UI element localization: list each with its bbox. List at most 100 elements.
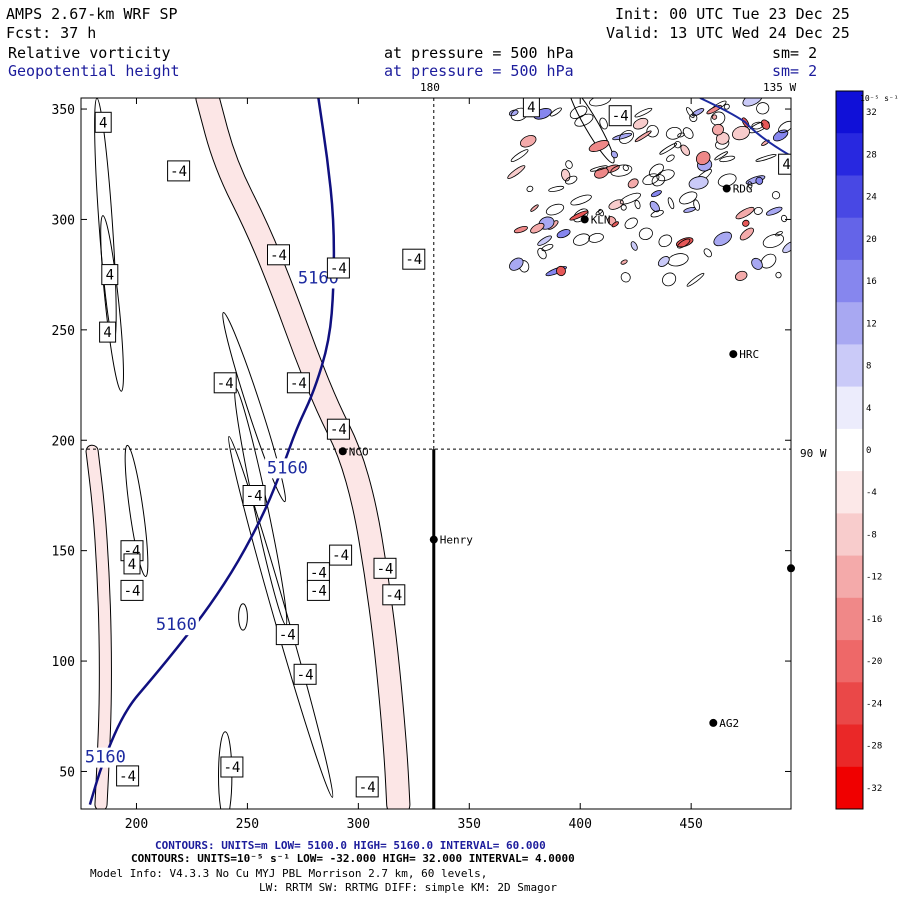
vort-label-box xyxy=(220,756,244,778)
valid-time: Valid: 13 UTC Wed 24 Dec 25 xyxy=(606,24,850,42)
noise-contour xyxy=(513,226,528,234)
noise-contour xyxy=(648,163,664,178)
noise-contour xyxy=(683,207,696,213)
noise-contour xyxy=(659,142,678,155)
noise-contour xyxy=(598,208,604,217)
colorbar-segment xyxy=(836,91,863,134)
model-title: AMPS 2.67-km WRF SP xyxy=(6,5,178,23)
colorbar-segment xyxy=(836,259,863,303)
noise-contour xyxy=(693,199,700,211)
noise-contour xyxy=(772,129,789,142)
height-label-bg xyxy=(264,458,310,479)
colorbar-label: -20 xyxy=(866,657,882,667)
colorbar-units: 10⁻⁵ s⁻¹ xyxy=(860,94,899,103)
colorbar-label: -32 xyxy=(866,784,882,794)
vort-label: -4 xyxy=(385,588,402,604)
noise-contour xyxy=(634,199,641,210)
noise-contour xyxy=(674,141,682,149)
noise-contour xyxy=(599,117,608,130)
noise-contour xyxy=(589,165,608,172)
noise-contour xyxy=(519,135,537,148)
noise-contour xyxy=(573,233,590,246)
vort-label: -4 xyxy=(279,628,296,644)
noise-contour xyxy=(775,231,783,237)
noise-contour xyxy=(751,121,764,130)
vort-label-box xyxy=(608,105,632,127)
colorbar-label: 24 xyxy=(866,193,877,203)
colorbar-segment xyxy=(836,682,863,725)
noise-contour xyxy=(530,222,545,234)
vort-band-fill xyxy=(86,445,111,809)
colorbar-label: -4 xyxy=(866,488,877,498)
noise-contour xyxy=(638,227,653,241)
noise-contour xyxy=(611,221,619,228)
vort-label-box xyxy=(329,544,353,566)
colorbar-segment xyxy=(836,640,863,683)
vort-label-box xyxy=(402,248,426,270)
noise-contour xyxy=(679,191,698,205)
vort-label: -4 xyxy=(612,109,629,125)
noise-contour xyxy=(755,154,777,162)
y-tick-label: 300 xyxy=(52,213,75,228)
noise-contour xyxy=(677,132,685,138)
colorbar-segment xyxy=(836,175,863,219)
noise-contour xyxy=(634,130,652,143)
x-tick-label: 450 xyxy=(679,817,702,832)
noise-contour xyxy=(742,219,750,227)
noise-contour xyxy=(548,185,565,192)
colorbar-segment xyxy=(836,133,863,176)
colorbar-segment xyxy=(836,302,863,345)
colorbar-label: 32 xyxy=(866,108,877,118)
noise-contour xyxy=(610,150,618,159)
noise-contour xyxy=(507,165,526,179)
vort-label: 4 xyxy=(782,157,790,173)
noise-contour xyxy=(680,144,690,156)
station-hrc-marker xyxy=(729,350,738,359)
vort-label: -4 xyxy=(124,583,141,599)
noise-contour xyxy=(658,234,673,248)
vort-contour-cell xyxy=(567,98,615,164)
noise-contour xyxy=(510,149,529,162)
noise-contour xyxy=(703,248,712,258)
noise-contour xyxy=(756,102,770,115)
vort-contour-info: CONTOURS: UNITS=10⁻⁵ s⁻¹ LOW= -32.000 HI… xyxy=(131,852,575,865)
y-tick-label: 250 xyxy=(52,324,75,339)
noise-contour xyxy=(760,119,771,130)
vort-label-box xyxy=(120,579,144,601)
vort-label: -4 xyxy=(332,548,349,564)
model-info: Model Info: V4.3.3 No Cu MYJ PBL Morriso… xyxy=(90,867,488,880)
lon-label-90w: 90 W xyxy=(800,447,827,460)
vort-contour-cell xyxy=(228,435,334,798)
noise-contour xyxy=(556,229,571,239)
colorbar-label: -12 xyxy=(866,573,882,583)
vort-label-box xyxy=(99,321,117,343)
noise-contour xyxy=(650,209,664,218)
noise-contour xyxy=(509,257,524,271)
noise-contour xyxy=(751,257,763,270)
noise-contour xyxy=(632,117,649,130)
vort-contour-cell xyxy=(124,444,149,577)
vort-label-box xyxy=(326,418,350,440)
noise-contour xyxy=(650,190,662,198)
noise-contour xyxy=(620,204,627,211)
noise-contour xyxy=(556,265,566,277)
y-tick-label: 200 xyxy=(52,434,75,449)
vort-label-box xyxy=(326,257,350,279)
vort-label-box xyxy=(275,624,299,646)
vort-label-box xyxy=(167,160,191,182)
station-ag2-marker xyxy=(709,718,718,727)
height-label-bg xyxy=(82,747,128,768)
colorbar-label: -16 xyxy=(866,615,882,625)
vort-label: -4 xyxy=(290,376,307,392)
vort-label-box xyxy=(382,584,406,606)
noise-contour xyxy=(545,203,565,216)
noise-contour xyxy=(753,206,763,215)
height-label-bg xyxy=(153,615,199,636)
noise-contour xyxy=(656,169,675,182)
noise-contour xyxy=(712,123,724,136)
field2-name: Geopotential height xyxy=(8,62,180,80)
lon-label-135w: 135 W xyxy=(763,81,797,94)
vort-label: 4 xyxy=(103,325,111,341)
station-henry-marker xyxy=(429,535,438,544)
noise-contour xyxy=(627,178,639,189)
